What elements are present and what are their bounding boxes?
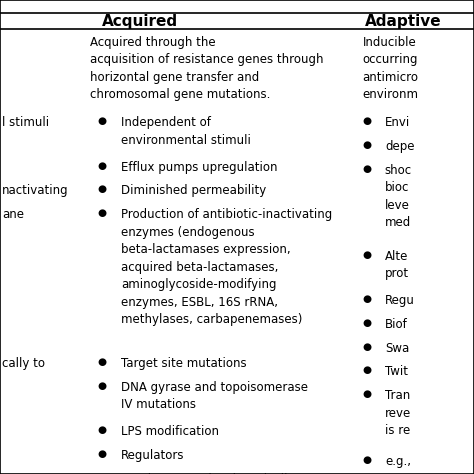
Text: Swa: Swa <box>385 342 409 355</box>
Text: Envi: Envi <box>385 116 410 129</box>
Text: Production of antibiotic-inactivating
enzymes (endogenous
beta-lactamases expres: Production of antibiotic-inactivating en… <box>121 208 332 326</box>
Text: ●: ● <box>98 449 106 459</box>
Text: l stimuli: l stimuli <box>2 116 49 129</box>
Text: LPS modification: LPS modification <box>121 425 219 438</box>
Text: ●: ● <box>98 473 106 474</box>
Text: Adaptive: Adaptive <box>365 14 442 29</box>
Text: ●: ● <box>363 342 372 352</box>
Text: ●: ● <box>98 161 106 171</box>
Text: ●: ● <box>363 365 372 375</box>
Text: Regulators: Regulators <box>121 449 184 462</box>
Text: ●: ● <box>363 389 372 399</box>
Text: ane: ane <box>2 208 24 221</box>
Text: Acquired through the
acquisition of resistance genes through
horizontal gene tra: Acquired through the acquisition of resi… <box>90 36 324 101</box>
Text: ●: ● <box>98 357 106 367</box>
Text: Target site mutations: Target site mutations <box>121 357 246 370</box>
Text: Tran
reve
is re: Tran reve is re <box>385 389 411 437</box>
Text: ●: ● <box>98 381 106 391</box>
Text: Acquired: Acquired <box>102 14 178 29</box>
Text: Diminished permeability: Diminished permeability <box>121 184 266 197</box>
Text: nactivating: nactivating <box>2 184 69 197</box>
Text: ●: ● <box>98 208 106 218</box>
Text: Biof: Biof <box>385 318 408 331</box>
Text: shoc
bioc
leve
med: shoc bioc leve med <box>385 164 412 229</box>
Text: ●: ● <box>363 294 372 304</box>
Text: ●: ● <box>363 318 372 328</box>
Text: ●: ● <box>98 425 106 435</box>
Text: Can be transmitted vertically to
subsequent generations,: Can be transmitted vertically to subsequ… <box>121 473 310 474</box>
Text: ●: ● <box>363 116 372 126</box>
Text: depe: depe <box>385 140 414 153</box>
Text: ●: ● <box>363 140 372 150</box>
Text: Alte
prot: Alte prot <box>385 250 409 280</box>
Text: ●: ● <box>363 455 372 465</box>
Text: Efflux pumps upregulation: Efflux pumps upregulation <box>121 161 277 173</box>
Text: Inducible
occurring
antimicro
environm: Inducible occurring antimicro environm <box>363 36 419 101</box>
Text: ●: ● <box>98 116 106 126</box>
Text: Twit: Twit <box>385 365 408 378</box>
Text: Regu: Regu <box>385 294 415 307</box>
Text: ●: ● <box>98 184 106 194</box>
Text: cally to: cally to <box>2 357 46 370</box>
Text: Independent of
environmental stimuli: Independent of environmental stimuli <box>121 116 251 146</box>
Text: ●: ● <box>363 250 372 260</box>
Text: ●: ● <box>363 164 372 173</box>
Text: DNA gyrase and topoisomerase
IV mutations: DNA gyrase and topoisomerase IV mutation… <box>121 381 308 411</box>
Text: e.g.,: e.g., <box>385 455 411 467</box>
